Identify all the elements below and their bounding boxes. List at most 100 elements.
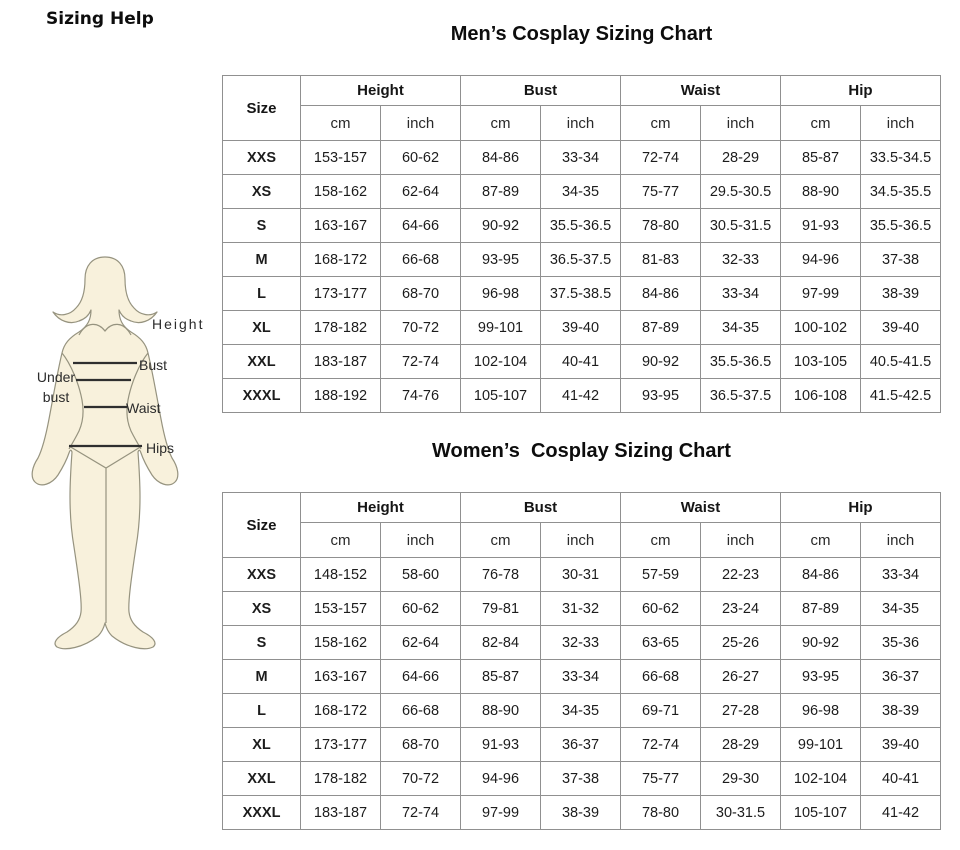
value-cell: 81-83 xyxy=(620,242,701,277)
value-cell: 103-105 xyxy=(780,344,861,379)
table-row: XS 158-162 62-64 87-89 34-35 75-77 29.5-30.5 88… xyxy=(222,174,941,209)
value-cell: 84-86 xyxy=(780,557,861,592)
value-cell: 88-90 xyxy=(780,174,861,209)
value-cell: 36.5-37.5 xyxy=(700,378,781,413)
unit-header-cm: cm xyxy=(780,105,861,141)
height-label: Height xyxy=(152,316,205,332)
value-cell: 57-59 xyxy=(620,557,701,592)
value-cell: 158-162 xyxy=(300,174,381,209)
value-cell: 168-172 xyxy=(300,242,381,277)
value-cell: 33-34 xyxy=(700,276,781,311)
waist-group-header: Waist xyxy=(620,75,781,106)
page-title: Sizing Help xyxy=(46,9,154,29)
mens-sizing-table: Size Height Bust Waist Hip cm inch cm in… xyxy=(222,75,941,413)
value-cell: 148-152 xyxy=(300,557,381,592)
value-cell: 75-77 xyxy=(620,761,701,796)
value-cell: 23-24 xyxy=(700,591,781,626)
value-cell: 60-62 xyxy=(620,591,701,626)
value-cell: 102-104 xyxy=(460,344,541,379)
neckline-path xyxy=(78,323,132,336)
size-cell: M xyxy=(222,242,301,277)
value-cell: 36-37 xyxy=(540,727,621,762)
value-cell: 22-23 xyxy=(700,557,781,592)
unit-header-inch: inch xyxy=(860,522,941,558)
bust-label: Bust xyxy=(139,357,168,373)
value-cell: 41-42 xyxy=(540,378,621,413)
value-cell: 29.5-30.5 xyxy=(700,174,781,209)
value-cell: 105-107 xyxy=(460,378,541,413)
value-cell: 79-81 xyxy=(460,591,541,626)
value-cell: 39-40 xyxy=(860,727,941,762)
size-cell: L xyxy=(222,693,301,728)
value-cell: 78-80 xyxy=(620,795,701,830)
value-cell: 173-177 xyxy=(300,727,381,762)
value-cell: 30-31 xyxy=(540,557,621,592)
value-cell: 96-98 xyxy=(460,276,541,311)
womens-table-body: XXS 148-152 58-60 76-78 30-31 57-59 22-23 84-86… xyxy=(222,557,941,830)
size-cell: XL xyxy=(222,727,301,762)
value-cell: 38-39 xyxy=(540,795,621,830)
value-cell: 91-93 xyxy=(460,727,541,762)
value-cell: 168-172 xyxy=(300,693,381,728)
value-cell: 37-38 xyxy=(860,242,941,277)
value-cell: 34-35 xyxy=(860,591,941,626)
value-cell: 39-40 xyxy=(860,310,941,345)
value-cell: 183-187 xyxy=(300,795,381,830)
value-cell: 94-96 xyxy=(780,242,861,277)
value-cell: 68-70 xyxy=(380,276,461,311)
value-cell: 106-108 xyxy=(780,378,861,413)
table-row: S 158-162 62-64 82-84 32-33 63-65 25-26 90-92 35… xyxy=(222,625,941,660)
value-cell: 99-101 xyxy=(460,310,541,345)
value-cell: 97-99 xyxy=(460,795,541,830)
value-cell: 33-34 xyxy=(540,140,621,175)
size-cell: M xyxy=(222,659,301,694)
table-row: XS 153-157 60-62 79-81 31-32 60-62 23-24 87-89 3… xyxy=(222,591,941,626)
value-cell: 93-95 xyxy=(780,659,861,694)
value-cell: 66-68 xyxy=(380,242,461,277)
value-cell: 34-35 xyxy=(540,174,621,209)
size-cell: XXXL xyxy=(222,795,301,830)
value-cell: 85-87 xyxy=(460,659,541,694)
value-cell: 26-27 xyxy=(700,659,781,694)
value-cell: 91-93 xyxy=(780,208,861,243)
value-cell: 27-28 xyxy=(700,693,781,728)
height-group-header: Height xyxy=(300,492,461,523)
mens-table-header: Size Height Bust Waist Hip cm inch cm in… xyxy=(222,75,941,141)
waist-label: Waist xyxy=(126,400,161,416)
value-cell: 93-95 xyxy=(620,378,701,413)
value-cell: 29-30 xyxy=(700,761,781,796)
value-cell: 90-92 xyxy=(460,208,541,243)
size-cell: XS xyxy=(222,591,301,626)
value-cell: 183-187 xyxy=(300,344,381,379)
value-cell: 60-62 xyxy=(380,140,461,175)
value-cell: 70-72 xyxy=(380,310,461,345)
value-cell: 38-39 xyxy=(860,276,941,311)
value-cell: 33-34 xyxy=(860,557,941,592)
value-cell: 40.5-41.5 xyxy=(860,344,941,379)
value-cell: 96-98 xyxy=(780,693,861,728)
value-cell: 30.5-31.5 xyxy=(700,208,781,243)
value-cell: 178-182 xyxy=(300,310,381,345)
womens-table-header: Size Height Bust Waist Hip cm inch cm in… xyxy=(222,492,941,558)
size-cell: XXL xyxy=(222,344,301,379)
size-cell: XXXL xyxy=(222,378,301,413)
value-cell: 70-72 xyxy=(380,761,461,796)
value-cell: 40-41 xyxy=(860,761,941,796)
value-cell: 69-71 xyxy=(620,693,701,728)
value-cell: 72-74 xyxy=(620,140,701,175)
value-cell: 64-66 xyxy=(380,208,461,243)
value-cell: 64-66 xyxy=(380,659,461,694)
value-cell: 60-62 xyxy=(380,591,461,626)
value-cell: 173-177 xyxy=(300,276,381,311)
left-arm-inner-line xyxy=(61,352,84,450)
value-cell: 34.5-35.5 xyxy=(860,174,941,209)
bikini-lines xyxy=(68,445,143,623)
value-cell: 35.5-36.5 xyxy=(700,344,781,379)
value-cell: 25-26 xyxy=(700,625,781,660)
table-row: XXXL 188-192 74-76 105-107 41-42 93-95 36.5-37… xyxy=(222,378,941,413)
value-cell: 36.5-37.5 xyxy=(540,242,621,277)
womens-chart-title: Women’s Cosplay Sizing Chart xyxy=(432,440,731,462)
value-cell: 34-35 xyxy=(700,310,781,345)
table-row: XXL 178-182 70-72 94-96 37-38 75-77 29-30 102-1… xyxy=(222,761,941,796)
